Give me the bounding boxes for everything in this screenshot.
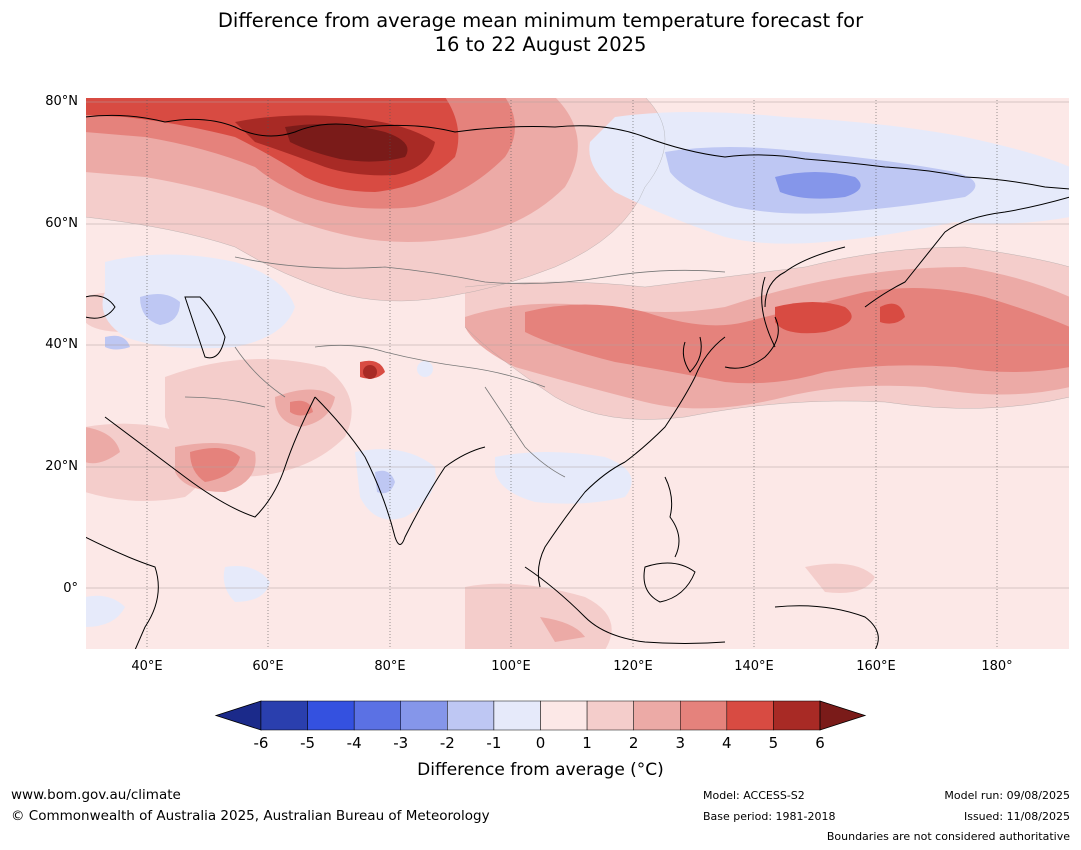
colorbar-tick-label: 6 [815,734,825,752]
lon-label-100e: 100°E [491,659,531,674]
colorbar-swatch [773,700,821,731]
coastlines [85,114,1070,650]
lat-label-0: 0° [63,581,78,596]
colorbar-tick-label: 1 [582,734,592,752]
longitude-gridlines [146,97,998,650]
colorbar-swatch [586,700,634,731]
colorbar-tick-label: -4 [346,734,362,752]
country-borders [184,256,726,478]
colorbar [214,700,867,731]
colorbar-tick-label: 3 [675,734,686,752]
colorbar-tick-label: 0 [535,734,546,752]
title-line-1: Difference from average mean minimum tem… [217,9,864,32]
lon-label-40e: 40°E [131,659,163,674]
latitude-gridlines [85,101,1070,589]
lon-label-120e: 120°E [613,659,653,674]
lon-label-180: 180° [981,659,1013,674]
colorbar-tick-label: -1 [486,734,502,752]
colorbar-tick-label: 2 [628,734,639,752]
colorbar-swatch [400,700,448,731]
title-line-2: 16 to 22 August 2025 [434,33,647,56]
colorbar-swatch [353,700,401,731]
colorbar-label: Difference from average (°C) [417,760,664,780]
anomaly-map [85,97,1070,650]
lat-label-60n: 60°N [45,216,78,231]
colorbar-swatch [726,700,774,731]
colorbar-tick-label: -3 [393,734,409,752]
website-link[interactable]: www.bom.gov.au/climate [11,787,181,803]
lon-label-140e: 140°E [734,659,774,674]
base-period-text: Base period: 1981-2018 [703,810,836,823]
colorbar-tick-label: 4 [722,734,732,752]
colorbar-swatch [447,700,495,731]
lon-label-160e: 160°E [856,659,896,674]
colorbar-swatch [540,700,588,731]
model-run-text: Model run: 09/08/2025 [944,789,1070,802]
lon-label-80e: 80°E [374,659,406,674]
colorbar-extend-low [214,700,262,731]
colorbar-swatch [680,700,728,731]
lat-label-20n: 20°N [45,459,78,474]
colorbar-tick-label: -5 [300,734,316,752]
issued-text: Issued: 11/08/2025 [963,810,1070,823]
colorbar-extend-high [819,700,867,731]
colorbar-swatch [633,700,681,731]
colorbar-swatch [493,700,541,731]
colorbar-tick-label: -2 [439,734,455,752]
model-text: Model: ACCESS-S2 [703,789,805,802]
colorbar-swatch [260,700,308,731]
lon-label-60e: 60°E [252,659,284,674]
copyright-text: © Commonwealth of Australia 2025, Austra… [11,808,490,824]
colorbar-tick-label: 5 [768,734,779,752]
lat-label-40n: 40°N [45,337,78,352]
lat-label-80n: 80°N [45,94,78,109]
colorbar-swatch [307,700,355,731]
anomaly-band-above-6 [285,123,408,162]
colorbar-tick-label: -6 [253,734,269,752]
anomaly-band-minus3-minus2 [775,172,861,199]
boundaries-disclaimer: Boundaries are not considered authoritat… [826,830,1070,843]
